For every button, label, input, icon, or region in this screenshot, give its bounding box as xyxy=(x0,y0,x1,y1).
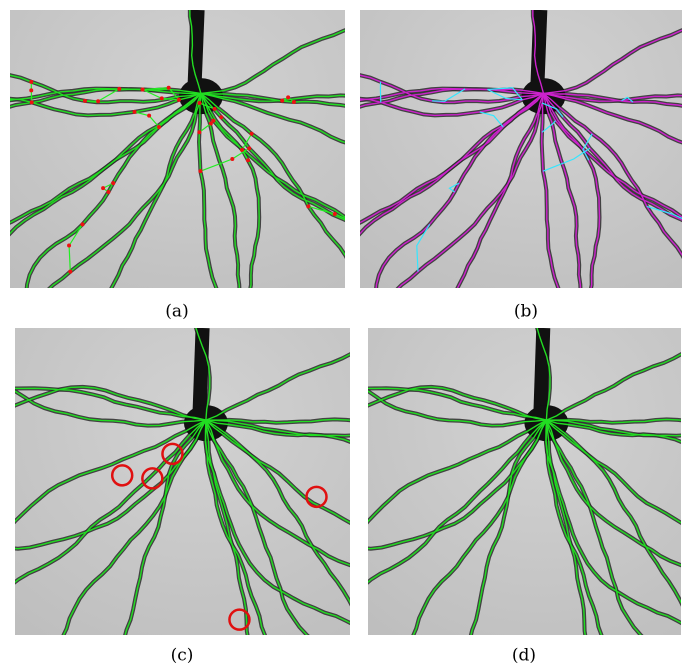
panel-a xyxy=(0,0,365,311)
node xyxy=(197,101,201,105)
node xyxy=(333,212,337,216)
panel-b xyxy=(333,0,691,311)
node xyxy=(147,114,151,118)
node xyxy=(160,96,164,100)
node xyxy=(81,222,85,226)
node xyxy=(157,125,161,129)
figure: (a) (b) (c) (d) xyxy=(0,0,691,668)
node xyxy=(83,99,87,103)
node xyxy=(117,87,121,91)
node xyxy=(198,169,202,173)
node xyxy=(167,86,171,90)
node xyxy=(286,95,290,99)
panel-label: (c) xyxy=(171,646,194,666)
panel-d xyxy=(343,306,691,661)
image xyxy=(0,0,365,311)
node xyxy=(219,115,223,119)
node xyxy=(68,270,72,274)
panel-label: (a) xyxy=(165,302,188,322)
node xyxy=(230,157,234,161)
node xyxy=(111,181,115,185)
node xyxy=(96,99,100,103)
image xyxy=(333,0,691,311)
node xyxy=(306,204,310,208)
node xyxy=(133,110,137,114)
node xyxy=(177,98,181,102)
node xyxy=(213,107,217,111)
panel-label: (d) xyxy=(512,646,536,666)
node xyxy=(101,186,105,190)
node xyxy=(292,100,296,104)
node xyxy=(240,148,244,152)
node xyxy=(250,132,254,136)
node xyxy=(209,122,213,126)
image xyxy=(343,306,691,661)
node xyxy=(197,130,201,134)
node xyxy=(30,100,34,104)
node xyxy=(351,220,355,224)
node xyxy=(67,244,71,248)
image xyxy=(0,306,377,661)
node xyxy=(247,146,251,150)
panel-c xyxy=(0,306,377,661)
node xyxy=(29,88,33,92)
node xyxy=(29,80,33,84)
node xyxy=(141,88,145,92)
node xyxy=(106,190,110,194)
panel-label: (b) xyxy=(514,302,538,322)
node xyxy=(280,99,284,103)
node xyxy=(246,158,250,162)
